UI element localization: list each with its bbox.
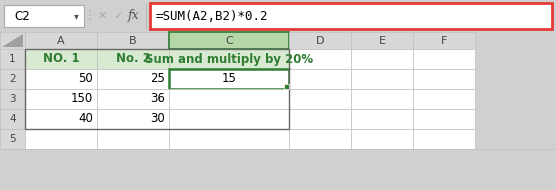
Bar (25, 109, 97, 129)
Text: B: B (129, 36, 137, 45)
Bar (97, 109, 169, 129)
Bar (413, 49, 475, 69)
Text: 150: 150 (71, 93, 93, 105)
Bar (97, 129, 169, 149)
Bar (169, 109, 289, 129)
Bar (25, 129, 97, 149)
Polygon shape (2, 34, 23, 47)
Bar (0, 109, 25, 129)
Bar (0, 69, 25, 89)
Text: fx: fx (128, 10, 140, 22)
Text: 15: 15 (221, 73, 236, 86)
Text: ⋮: ⋮ (84, 10, 96, 22)
Text: 2: 2 (9, 74, 16, 84)
Bar (0, 89, 25, 109)
Bar (97, 32, 169, 49)
Bar (25, 49, 289, 129)
Bar (0, 49, 25, 149)
Text: Sum and multiply by 20%: Sum and multiply by 20% (145, 52, 313, 66)
Bar (25, 69, 97, 89)
Bar (351, 109, 413, 129)
Bar (169, 129, 289, 149)
Text: D: D (316, 36, 324, 45)
Text: 5: 5 (9, 134, 16, 144)
Text: 25: 25 (150, 73, 165, 86)
Bar (25, 49, 97, 69)
Bar (0, 32, 25, 49)
Bar (289, 69, 351, 89)
Bar (0, 0, 556, 32)
Text: 4: 4 (9, 114, 16, 124)
Bar (351, 89, 413, 109)
Bar (413, 109, 475, 129)
Bar (289, 49, 351, 69)
Bar (169, 49, 289, 69)
Text: C2: C2 (14, 10, 30, 22)
Bar (169, 69, 289, 89)
Bar (169, 32, 289, 49)
Text: A: A (57, 36, 65, 45)
Bar (97, 49, 169, 69)
Text: NO. 1: NO. 1 (43, 52, 80, 66)
Bar (289, 129, 351, 149)
Text: ▾: ▾ (73, 11, 78, 21)
Bar (351, 32, 413, 49)
Text: No. 2: No. 2 (116, 52, 151, 66)
Bar (413, 89, 475, 109)
Text: 30: 30 (150, 112, 165, 126)
Bar (289, 32, 351, 49)
Text: =SUM(A2,B2)*0.2: =SUM(A2,B2)*0.2 (156, 10, 269, 22)
Bar (351, 69, 413, 89)
Bar (97, 69, 169, 89)
Text: C: C (225, 36, 233, 45)
Text: 3: 3 (9, 94, 16, 104)
Bar (4, 5, 84, 27)
Text: 1: 1 (9, 54, 16, 64)
Bar (413, 129, 475, 149)
Bar (289, 109, 351, 129)
Bar (289, 89, 351, 109)
Text: 50: 50 (78, 73, 93, 86)
Bar (413, 69, 475, 89)
Text: ✕: ✕ (97, 11, 107, 21)
Text: ✓: ✓ (113, 11, 123, 21)
Bar (25, 89, 97, 109)
Bar (169, 89, 289, 109)
Text: F: F (441, 36, 447, 45)
Bar (25, 32, 97, 49)
Bar (351, 49, 413, 69)
Bar (413, 32, 475, 49)
Bar (351, 129, 413, 149)
Bar (150, 3, 552, 29)
Bar (0, 129, 25, 149)
Bar (284, 84, 289, 89)
Text: E: E (379, 36, 385, 45)
Bar (0, 49, 25, 69)
Bar (97, 89, 169, 109)
Text: 40: 40 (78, 112, 93, 126)
Text: 36: 36 (150, 93, 165, 105)
